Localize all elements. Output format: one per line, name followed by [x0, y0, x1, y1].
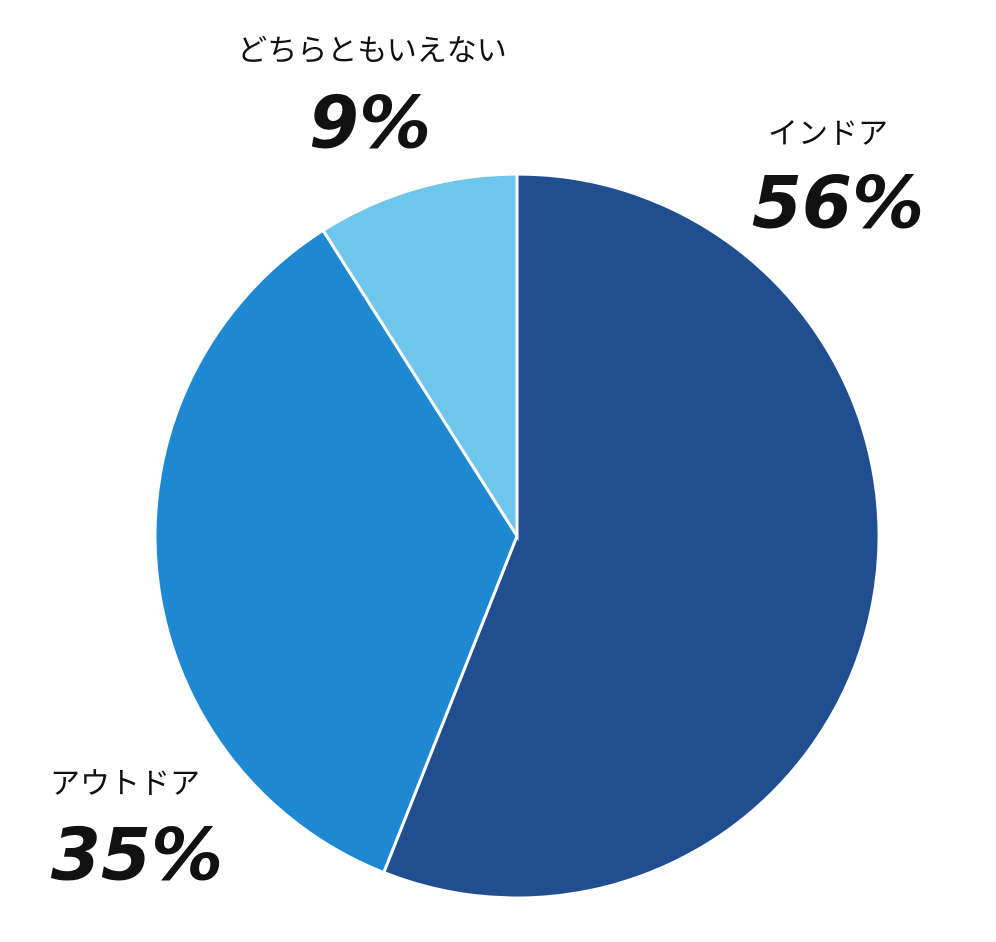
pie-slice	[320, 172, 519, 542]
value-label: 56%	[752, 161, 924, 245]
category-label: インドア	[768, 117, 888, 152]
category-label: どちらともいえない	[237, 34, 506, 69]
value-label: 9%	[309, 81, 431, 165]
category-label: アウトドア	[50, 767, 200, 802]
pie-slice	[381, 172, 881, 900]
value-label: 35%	[51, 813, 223, 897]
pie-slice	[153, 228, 519, 875]
